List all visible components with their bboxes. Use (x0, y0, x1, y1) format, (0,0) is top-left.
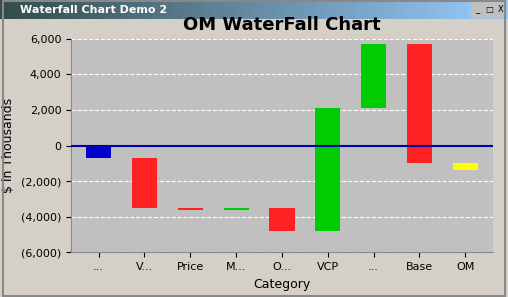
Bar (498, 0, 508, 19)
Bar (0, 0, 10, 19)
Bar (213, 0, 224, 19)
Bar (112, 0, 122, 19)
Bar (437, 0, 447, 19)
Bar (417, 0, 427, 19)
Bar (20, 0, 30, 19)
Bar (305, 0, 315, 19)
Text: □: □ (485, 5, 493, 14)
Bar (61, 0, 71, 19)
Bar (366, 0, 376, 19)
Bar (453, 163, 478, 170)
Bar (122, 0, 132, 19)
Bar (10, 0, 20, 19)
Bar (396, 0, 406, 19)
Bar (407, 44, 432, 163)
Bar (193, 0, 203, 19)
Bar (386, 0, 396, 19)
Bar (224, 208, 249, 210)
Bar (81, 0, 91, 19)
Bar (163, 0, 173, 19)
Bar (30, 0, 41, 19)
Y-axis label: $ in Thousands: $ in Thousands (3, 98, 15, 193)
Bar (132, 0, 142, 19)
Bar (152, 0, 163, 19)
Bar (274, 0, 284, 19)
X-axis label: Category: Category (253, 278, 310, 291)
Bar (51, 0, 61, 19)
Bar (376, 0, 386, 19)
Bar (244, 0, 254, 19)
Bar (203, 0, 213, 19)
Bar (91, 0, 102, 19)
Bar (142, 0, 152, 19)
Bar (361, 44, 386, 108)
Bar (457, 0, 467, 19)
Bar (406, 0, 417, 19)
Bar (471, 2, 483, 18)
Bar (478, 0, 488, 19)
Bar (494, 2, 505, 18)
Bar (295, 0, 305, 19)
Bar (269, 208, 295, 231)
Bar (284, 0, 295, 19)
Title: OM WaterFall Chart: OM WaterFall Chart (183, 16, 381, 34)
Bar (315, 0, 325, 19)
Bar (102, 0, 112, 19)
Bar (178, 208, 203, 210)
Bar (86, 146, 111, 158)
Bar (488, 0, 498, 19)
Text: _: _ (475, 5, 480, 14)
Bar (71, 0, 81, 19)
Bar (483, 2, 494, 18)
Bar (41, 0, 51, 19)
Bar (427, 0, 437, 19)
Bar (264, 0, 274, 19)
Bar (345, 0, 356, 19)
Bar (315, 108, 340, 231)
Bar (132, 158, 157, 208)
Bar (447, 0, 457, 19)
Bar (173, 0, 183, 19)
Bar (254, 0, 264, 19)
Text: Waterfall Chart Demo 2: Waterfall Chart Demo 2 (20, 5, 168, 15)
Bar (335, 0, 345, 19)
Bar (356, 0, 366, 19)
Bar (183, 0, 193, 19)
Bar (467, 0, 478, 19)
Bar (325, 0, 335, 19)
Bar (224, 0, 234, 19)
Bar (234, 0, 244, 19)
Text: X: X (497, 5, 503, 14)
